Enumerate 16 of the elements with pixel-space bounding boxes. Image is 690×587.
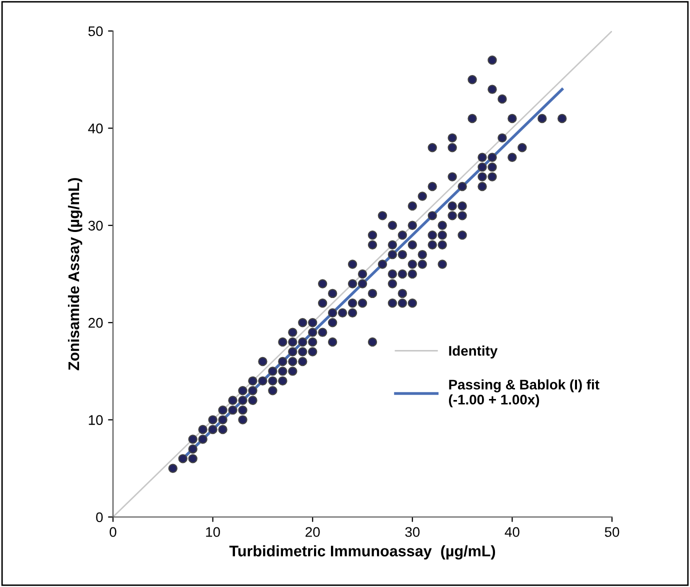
x-axis-title: Turbidimetric Immunoassay (µg/mL) [229,545,496,560]
y-axis-title: Zonisamide Assay (µg/mL) [68,178,82,370]
y-tick-label: 40 [88,124,103,134]
x-tick-label: 20 [306,527,320,537]
x-tick-label: 40 [504,527,520,537]
y-tick-label: 0 [96,512,103,522]
y-tick-label: 50 [88,26,103,36]
x-tick-label: 0 [110,527,116,537]
x-tick-label: 30 [405,527,420,537]
legend-label: Passing & Bablok (I) fit (-1.00 + 1.00x) [448,379,600,408]
x-tick-label: 10 [206,527,220,537]
y-tick-label: 10 [88,415,103,425]
y-tick-label: 20 [88,318,103,328]
legend-label: Identity [449,346,498,358]
y-tick-label: 30 [88,220,103,231]
x-tick-label: 50 [604,527,620,537]
